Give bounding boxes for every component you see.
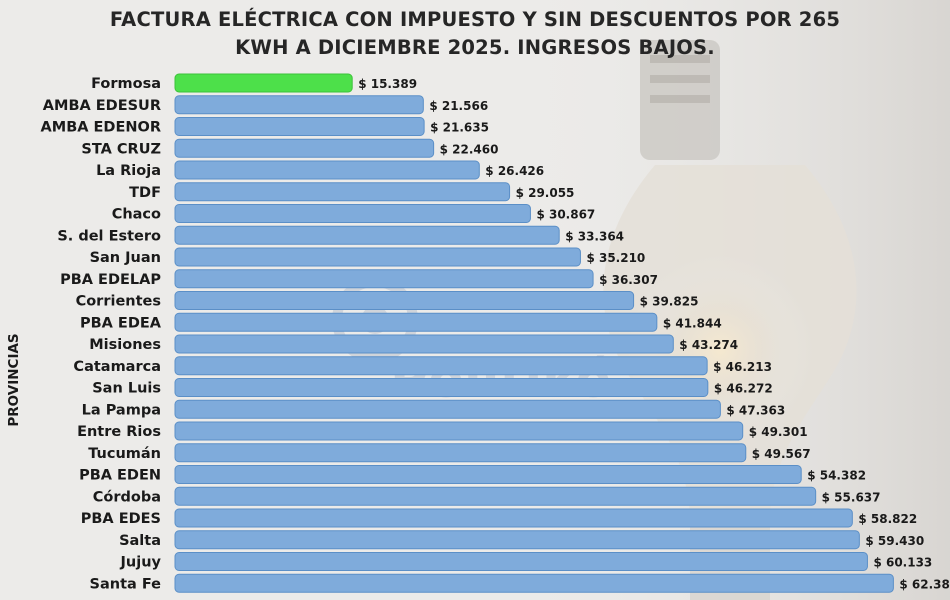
bar-pba-edes <box>174 508 853 528</box>
category-label: TDF <box>129 185 161 201</box>
bar-sta-cruz <box>174 138 435 158</box>
bar-salta <box>174 530 860 550</box>
value-label: $ 33.364 <box>565 229 624 243</box>
bar-c-rdoba <box>174 486 817 506</box>
value-label: $ 29.055 <box>516 186 575 200</box>
bar-santa-fe <box>174 573 894 593</box>
bar-tdf <box>174 182 511 202</box>
bar-jujuy <box>174 552 868 571</box>
value-label: $ 46.272 <box>714 382 773 396</box>
value-label: $ 41.844 <box>663 316 722 330</box>
value-label: $ 36.307 <box>599 273 658 287</box>
category-label: San Juan <box>90 250 161 266</box>
chart-title-line-1: FACTURA ELÉCTRICA CON IMPUESTO Y SIN DES… <box>109 8 841 31</box>
chart-title-line-2: KWH A DICIEMBRE 2025. INGRESOS BAJOS. <box>235 36 715 59</box>
value-label: $ 62.386 <box>899 577 950 591</box>
bar-amba-edesur <box>174 95 424 115</box>
category-label: PBA EDES <box>81 511 161 527</box>
value-label: $ 46.213 <box>713 360 772 374</box>
value-label: $ 59.430 <box>865 534 924 548</box>
value-label: $ 22.460 <box>440 142 499 156</box>
value-label: $ 30.867 <box>536 208 595 222</box>
category-label: S. del Estero <box>57 228 161 244</box>
category-label: Misiones <box>89 337 161 353</box>
category-label: PBA EDEN <box>79 468 161 484</box>
bar-misiones <box>174 334 674 354</box>
category-label: Córdoba <box>93 489 161 505</box>
value-label: $ 21.566 <box>429 99 488 113</box>
bar-pba-eden <box>174 465 802 484</box>
bar-catamarca <box>174 356 708 376</box>
category-label: STA CRUZ <box>81 141 161 157</box>
value-label: $ 47.363 <box>726 403 785 417</box>
category-label: Catamarca <box>73 359 161 375</box>
bar-la-rioja <box>174 160 480 180</box>
value-label: $ 21.635 <box>430 121 489 135</box>
value-label: $ 49.567 <box>752 447 811 461</box>
bar-la-pampa <box>174 399 721 419</box>
bar-amba-edenor <box>174 117 425 136</box>
category-label: La Rioja <box>96 163 161 179</box>
category-label: AMBA EDENOR <box>41 120 161 136</box>
bar-s-del-estero <box>174 225 560 245</box>
category-label: San Luis <box>92 381 161 397</box>
value-label: $ 39.825 <box>640 295 699 309</box>
category-label: PBA EDEA <box>80 315 162 331</box>
bar-entre-rios <box>174 421 744 441</box>
bar-san-luis <box>174 378 709 397</box>
category-label: PBA EDELAP <box>60 272 161 288</box>
category-label: Entre Rios <box>77 424 161 440</box>
value-label: $ 35.210 <box>586 251 645 265</box>
category-label: Jujuy <box>120 555 162 571</box>
category-label: Corrientes <box>76 294 161 310</box>
bar-tucum-n <box>174 443 747 463</box>
bar-corrientes <box>174 291 635 310</box>
bar-pba-edea <box>174 312 658 332</box>
bar-pba-edelap <box>174 269 594 289</box>
value-label: $ 58.822 <box>858 512 917 526</box>
bar-formosa <box>174 73 353 93</box>
value-label: $ 49.301 <box>749 425 808 439</box>
category-label: Salta <box>119 533 161 549</box>
value-label: $ 26.426 <box>485 164 544 178</box>
value-label: $ 15.389 <box>358 77 417 91</box>
category-label: AMBA EDESUR <box>43 98 161 114</box>
category-label: Tucumán <box>88 446 161 462</box>
value-label: $ 43.274 <box>679 338 738 352</box>
category-label: La Pampa <box>82 402 161 418</box>
category-label: Formosa <box>91 76 161 92</box>
category-label: Santa Fe <box>90 576 162 592</box>
value-label: $ 60.133 <box>873 556 932 570</box>
value-label: $ 54.382 <box>807 469 866 483</box>
value-label: $ 55.637 <box>822 490 881 504</box>
category-label: Chaco <box>112 207 161 223</box>
bar-chaco <box>174 204 531 223</box>
bar-san-juan <box>174 247 581 267</box>
chart-title: FACTURA ELÉCTRICA CON IMPUESTO Y SIN DES… <box>0 6 950 62</box>
